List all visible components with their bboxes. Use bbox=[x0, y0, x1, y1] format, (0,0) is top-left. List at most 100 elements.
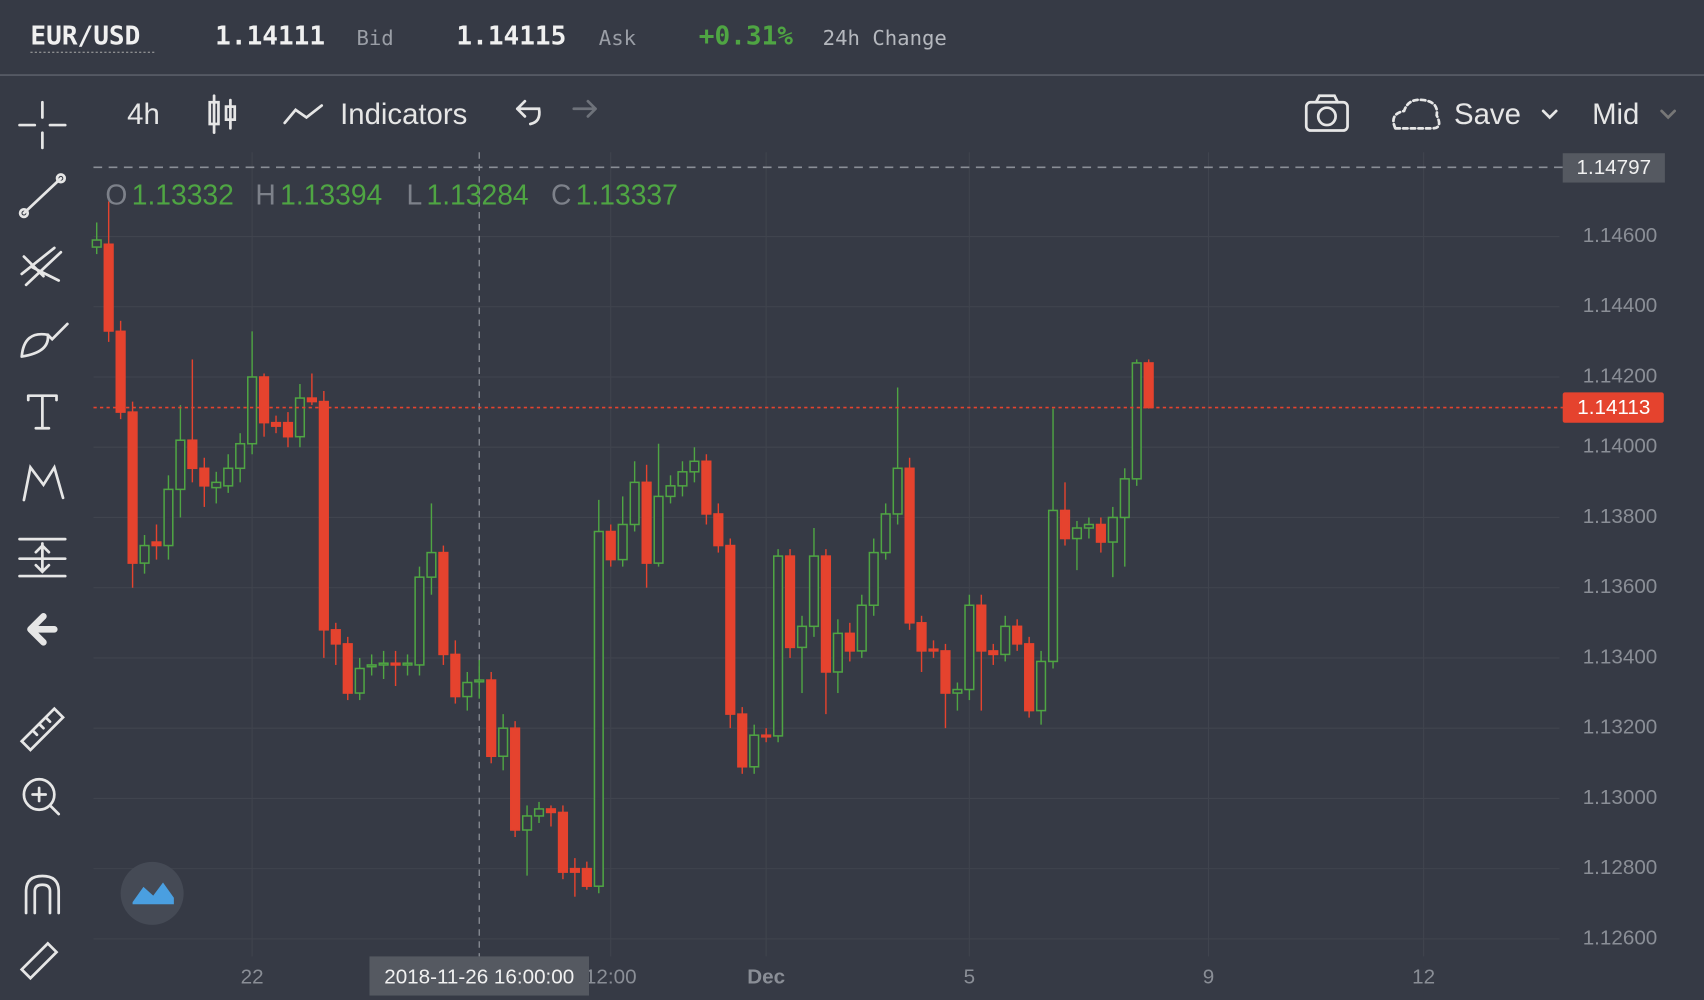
candle-body bbox=[868, 551, 879, 607]
candle-body bbox=[366, 664, 377, 668]
pattern-tool[interactable] bbox=[22, 464, 65, 502]
interval[interactable]: 4h bbox=[127, 98, 160, 131]
candle-body bbox=[725, 544, 736, 715]
y-tick-label: 1.14200 bbox=[1583, 364, 1658, 387]
last-price-box bbox=[1562, 392, 1664, 423]
line-tool[interactable] bbox=[18, 207, 30, 219]
candle-body bbox=[1131, 362, 1142, 480]
symbol[interactable]: EUR/USD bbox=[30, 22, 140, 52]
candle-body bbox=[103, 243, 114, 332]
candle-body bbox=[617, 523, 628, 561]
indicators-button[interactable]: Indicators bbox=[340, 98, 467, 131]
logo-icon[interactable] bbox=[132, 882, 174, 905]
x-tick-label: 22 bbox=[241, 966, 264, 989]
y-tick-label: 1.13200 bbox=[1583, 716, 1658, 739]
candle-body bbox=[641, 481, 652, 564]
indicators-icon[interactable] bbox=[283, 104, 324, 125]
back-arrow[interactable] bbox=[27, 613, 58, 646]
mode-dropdown[interactable] bbox=[1660, 109, 1677, 120]
candle-body bbox=[784, 555, 796, 649]
y-tick-label: 1.13600 bbox=[1583, 575, 1658, 598]
last-price-label: 1.14113 bbox=[1577, 396, 1650, 419]
pencil-lock[interactable] bbox=[19, 941, 59, 981]
candle-body bbox=[880, 513, 891, 554]
candle-body bbox=[402, 662, 413, 666]
candle-body bbox=[557, 811, 569, 873]
candle-body bbox=[1035, 660, 1047, 712]
candle-body bbox=[270, 421, 282, 427]
save-dropdown[interactable] bbox=[1541, 109, 1558, 120]
candle-body bbox=[928, 648, 939, 652]
candle-body bbox=[1059, 509, 1071, 540]
measure-tool[interactable] bbox=[18, 537, 67, 578]
y-tick-label: 1.13800 bbox=[1583, 505, 1658, 528]
candle-body bbox=[139, 544, 150, 564]
candle-body bbox=[772, 555, 784, 737]
candle-body bbox=[450, 653, 461, 698]
candle-body bbox=[964, 604, 975, 691]
candle-body bbox=[832, 632, 843, 673]
candle-body bbox=[713, 513, 724, 547]
candle-body bbox=[426, 551, 437, 578]
brush-tool[interactable] bbox=[20, 322, 69, 358]
fib-tool[interactable] bbox=[20, 246, 63, 287]
logo-button[interactable] bbox=[120, 861, 184, 925]
line-tool[interactable] bbox=[55, 173, 67, 184]
ask-price: 1.14115 bbox=[456, 22, 566, 52]
screenshot[interactable] bbox=[1304, 100, 1349, 132]
y-tick-label: 1.13000 bbox=[1583, 786, 1658, 809]
y-tick-label: 1.12600 bbox=[1583, 926, 1658, 949]
zoom-tool[interactable] bbox=[31, 786, 61, 816]
chart-type-icon[interactable] bbox=[208, 100, 220, 126]
plot: 1.12600 1.12800 1.13000 1.13200 1.13400 1.136… bbox=[91, 152, 1665, 996]
candle-body bbox=[689, 460, 700, 473]
candle-body bbox=[294, 397, 306, 438]
candle-body bbox=[1012, 625, 1023, 645]
chart-type-icon[interactable] bbox=[208, 94, 237, 135]
candle-body bbox=[533, 808, 545, 817]
x-tick-label: 9 bbox=[1203, 966, 1214, 989]
price-mode[interactable]: Mid bbox=[1592, 98, 1639, 131]
ohlc-key: L bbox=[406, 178, 422, 210]
bid-label: Bid bbox=[356, 26, 393, 50]
screenshot[interactable] bbox=[1316, 106, 1337, 127]
redo[interactable] bbox=[572, 99, 597, 118]
candle-body bbox=[1119, 478, 1130, 519]
chart-type-icon[interactable] bbox=[224, 105, 237, 122]
text-tool[interactable] bbox=[26, 394, 58, 430]
ohlc-key: O bbox=[105, 178, 127, 210]
candle-body bbox=[976, 604, 987, 652]
undo[interactable] bbox=[515, 99, 541, 126]
save-button[interactable]: Save bbox=[1454, 98, 1521, 131]
candle-body bbox=[677, 471, 688, 487]
y-tick-label: 1.12800 bbox=[1583, 856, 1658, 879]
candle-body bbox=[761, 734, 772, 738]
candle-body bbox=[498, 727, 509, 758]
ruler-tool[interactable] bbox=[19, 706, 65, 752]
candle-body bbox=[91, 239, 102, 248]
candle-body bbox=[665, 485, 676, 498]
magnet-tool[interactable] bbox=[24, 874, 61, 915]
candle-body bbox=[1024, 643, 1035, 712]
y-tick-label: 1.14000 bbox=[1583, 435, 1658, 458]
line-tool[interactable] bbox=[22, 176, 63, 215]
candle-body bbox=[330, 629, 341, 645]
change-value: +0.31% bbox=[699, 22, 794, 52]
candle-body bbox=[904, 467, 915, 624]
screenshot[interactable] bbox=[1304, 94, 1349, 132]
candle-body bbox=[115, 330, 126, 413]
candle-body bbox=[438, 551, 449, 656]
candle-body bbox=[593, 530, 604, 887]
ohlc-value: 1.13337 bbox=[576, 178, 678, 210]
save-icon[interactable] bbox=[1392, 98, 1441, 130]
candle-body bbox=[916, 622, 927, 652]
candle-body bbox=[282, 421, 294, 438]
screenshot[interactable] bbox=[1314, 94, 1340, 104]
candle-body bbox=[211, 481, 222, 489]
candle-body bbox=[127, 411, 138, 564]
crosshair-tool[interactable] bbox=[18, 100, 67, 150]
zoom-tool[interactable] bbox=[22, 777, 56, 812]
ohlc-key: H bbox=[255, 178, 275, 210]
